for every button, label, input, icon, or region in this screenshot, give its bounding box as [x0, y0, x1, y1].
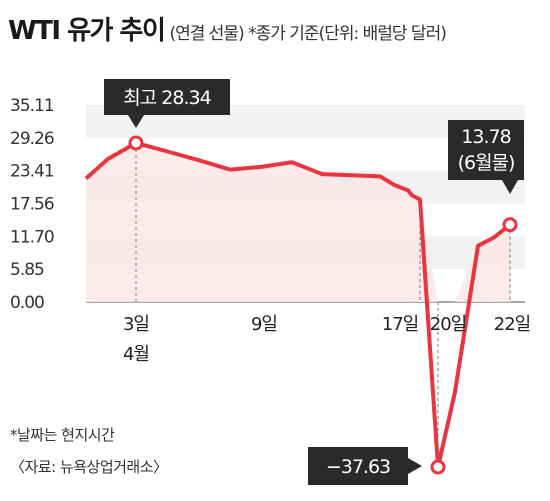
x-tick-label: 22일 — [494, 314, 530, 335]
y-tick-label: 0.00 — [10, 293, 44, 313]
last-callout-note: (6월물) — [458, 152, 515, 174]
y-tick-label: 35.11 — [10, 96, 54, 116]
series-line — [84, 140, 512, 469]
y-tick-label: 5.85 — [10, 260, 44, 280]
max-point-marker — [128, 135, 144, 151]
x-tick-sublabel: 4월 — [123, 344, 149, 365]
x-tick-label: 17일 — [382, 314, 418, 335]
x-tick-label: 20일 — [430, 314, 466, 335]
last-callout-pointer — [502, 180, 518, 194]
y-tick-label: 11.70 — [10, 227, 54, 247]
last-point-marker — [502, 217, 518, 233]
y-tick-label: 17.56 — [10, 194, 54, 214]
footnote-source: 〈자료: 뉴욕상업거래소〉 — [10, 458, 168, 476]
last-callout-box — [448, 120, 524, 180]
x-tick-label: 9일 — [251, 314, 277, 335]
min-callout-text: −37.63 — [326, 456, 390, 478]
max-callout-pointer — [128, 115, 144, 128]
min-callout-box — [308, 447, 408, 485]
max-callout-box — [104, 79, 230, 115]
footnote-date-note: *날짜는 현지시간 — [10, 426, 115, 444]
min-callout-pointer — [408, 458, 422, 474]
y-tick-label: 29.26 — [10, 129, 54, 149]
y-tick-label: 23.41 — [10, 162, 54, 182]
x-tick-label: 3일 — [123, 314, 149, 335]
chart-title: WTI 유가 추이 — [8, 16, 166, 46]
min-point-marker — [430, 459, 446, 475]
max-callout-text: 최고 28.34 — [123, 87, 211, 109]
chart-subtitle: (연결 선물) *종가 기준(단위: 배럴당 달러) — [169, 24, 446, 44]
last-callout-value: 13.78 — [461, 126, 510, 148]
series-area — [86, 142, 510, 302]
chart-title-row: WTI 유가 추이 (연결 선물) *종가 기준(단위: 배럴당 달러) — [8, 10, 447, 47]
